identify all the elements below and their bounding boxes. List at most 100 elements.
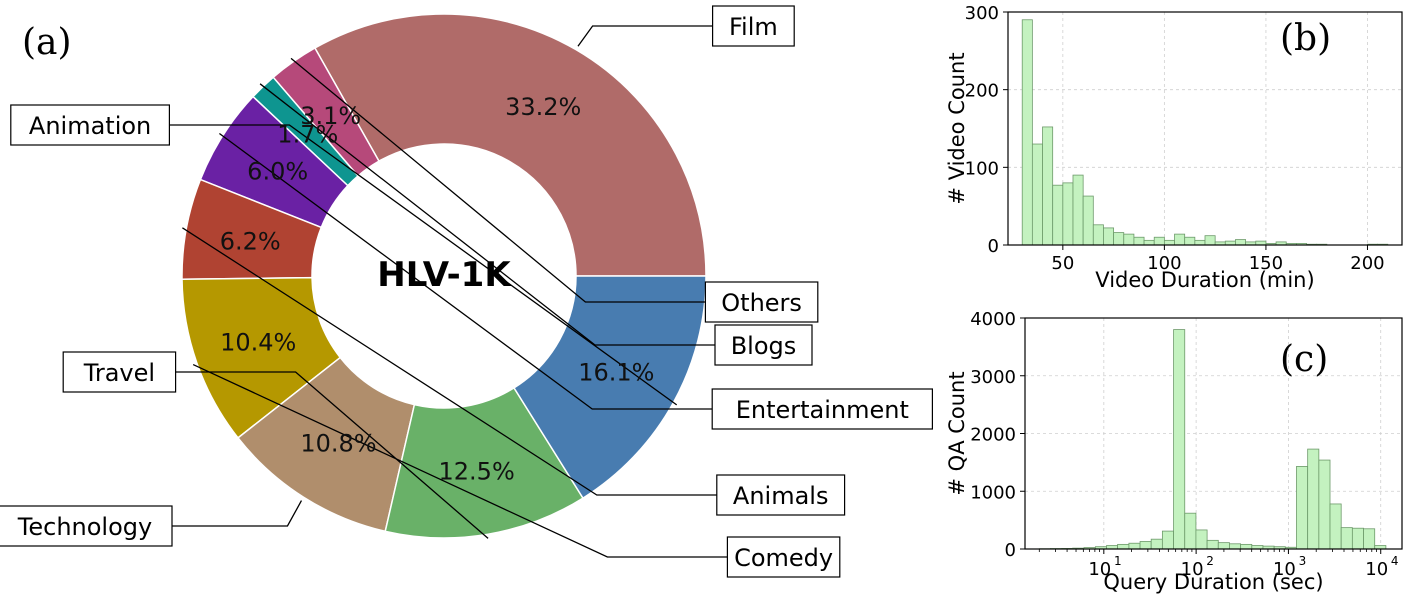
- category-box-others: [704, 281, 819, 323]
- percent-label-comedy: 10.4%: [220, 329, 296, 357]
- x-tick-label: 150: [1249, 253, 1283, 274]
- category-box-comedy: [726, 536, 841, 578]
- histogram-bar: [1052, 184, 1064, 246]
- category-label-animation: Animation: [29, 112, 151, 140]
- category-label-comedy: Comedy: [734, 544, 833, 572]
- percent-label-animals: 6.2%: [220, 227, 281, 255]
- leader-line-animation: [169, 124, 678, 406]
- histogram-bar: [1340, 527, 1353, 550]
- histogram-video-duration: 0 100 200 300 50 100 150 200 Video Duration (min…: [945, 3, 1403, 292]
- percent-label-travel: 12.5%: [439, 457, 515, 485]
- y-tick-label: 4000: [970, 309, 1016, 330]
- histogram-bar: [1153, 236, 1165, 246]
- histogram-bar: [1163, 239, 1175, 246]
- category-label-technology: Technology: [17, 513, 152, 541]
- x-tick-exponent: 4: [1391, 554, 1399, 568]
- percent-label-technology: 10.8%: [300, 429, 376, 457]
- histogram-bar: [1329, 503, 1342, 550]
- category-label-travel: Travel: [83, 359, 155, 387]
- histogram-bar: [1042, 126, 1054, 246]
- percent-label-animation: 16.1%: [578, 358, 654, 386]
- x-tick-label: 10: [1181, 559, 1204, 580]
- y-tick-label: 100: [965, 158, 999, 179]
- histogram-bar: [1031, 143, 1043, 246]
- category-box-travel: [62, 351, 177, 393]
- histogram-bar: [1143, 239, 1155, 246]
- x-tick-exponent: 1: [1114, 554, 1122, 568]
- category-label-others: Others: [721, 289, 802, 317]
- category-box-animation: [10, 104, 171, 146]
- histogram-bar: [1206, 539, 1219, 550]
- category-box-entertainment: [711, 388, 934, 430]
- histogram-bar: [1072, 174, 1084, 246]
- donut-leader-lines: [169, 25, 728, 558]
- histogram-bar: [1307, 448, 1320, 550]
- x-axis-label: Video Duration (min): [1095, 268, 1314, 292]
- histogram-bar: [1194, 239, 1206, 246]
- histogram-bar: [1195, 529, 1208, 550]
- leader-line-film: [577, 25, 713, 47]
- x-tick-exponent: 2: [1206, 554, 1214, 568]
- x-tick-label: 200: [1350, 253, 1384, 274]
- y-axis-label: # Video Count: [945, 52, 969, 204]
- panel-label-a: (a): [22, 22, 72, 63]
- histogram-bar: [1240, 543, 1253, 550]
- category-label-animals: Animals: [733, 482, 829, 510]
- leader-line-blogs: [259, 83, 715, 346]
- category-box-film: [711, 5, 795, 47]
- y-axis-label: # QA Count: [945, 371, 969, 495]
- histogram-bar: [1363, 528, 1376, 550]
- category-label-blogs: Blogs: [731, 332, 797, 360]
- leader-line-others: [290, 57, 706, 303]
- category-box-animals: [716, 474, 846, 516]
- histogram-bar: [1092, 224, 1104, 246]
- histogram-bar: [1103, 227, 1115, 246]
- histogram-bar: [1139, 541, 1152, 550]
- y-tick-label: 300: [965, 3, 999, 24]
- y-tick-label: 0: [988, 236, 999, 257]
- y-tick-label: 3000: [970, 367, 1016, 388]
- donut-slice-travel: [384, 386, 585, 539]
- panel-label-b: (b): [1280, 18, 1331, 59]
- leader-line-animals: [182, 227, 717, 496]
- donut-category-labels: Film Others Blogs Entertainment Animals Comed…: [0, 5, 934, 578]
- histogram-bar: [1174, 233, 1186, 246]
- x-tick-label: 10: [1088, 559, 1111, 580]
- y-tick-label: 0: [1005, 540, 1016, 561]
- leader-line-comedy: [192, 363, 728, 558]
- histogram-bar: [1318, 459, 1331, 550]
- y-tick-label: 2000: [970, 425, 1016, 446]
- percent-label-blogs: 1.7%: [277, 121, 338, 149]
- histogram-bar: [1113, 232, 1125, 246]
- histogram-bar: [1082, 195, 1094, 246]
- percent-label-others: 3.1%: [300, 102, 361, 130]
- histogram-bar: [1123, 233, 1135, 246]
- leader-line-travel: [175, 371, 489, 539]
- histogram-bar: [1351, 527, 1364, 550]
- x-tick-label: 10: [1365, 559, 1388, 580]
- plot-frame: [1007, 11, 1403, 246]
- leader-line-entertainment: [219, 132, 713, 410]
- histogram-bar: [1296, 466, 1309, 550]
- histogram-bar: [1229, 543, 1242, 550]
- histogram-bar: [1062, 182, 1074, 246]
- histogram-bar: [1021, 19, 1033, 246]
- x-tick-label: 50: [1051, 253, 1074, 274]
- category-box-technology: [0, 505, 173, 547]
- donut-percent-labels: 33.2% 3.1%1.7% 6.0% 6.2% 10.4% 10.8% 12.5% 16.1…: [220, 93, 655, 485]
- x-axis-label: Query Duration (sec): [1103, 570, 1323, 594]
- percent-label-film: 33.2%: [505, 93, 581, 121]
- histogram-bar: [1173, 329, 1186, 550]
- donut-center-label: HLV-1K: [377, 255, 512, 295]
- y-tick-label: 200: [965, 81, 999, 102]
- histogram-bar: [1133, 236, 1145, 246]
- x-tick-label: 10: [1273, 559, 1296, 580]
- x-tick-exponent: 3: [1299, 554, 1307, 568]
- y-tick-label: 1000: [970, 482, 1016, 503]
- histogram-bar: [1184, 512, 1197, 550]
- x-tick-label: 100: [1147, 253, 1181, 274]
- histogram-bar: [1204, 235, 1216, 246]
- category-box-blogs: [714, 324, 813, 366]
